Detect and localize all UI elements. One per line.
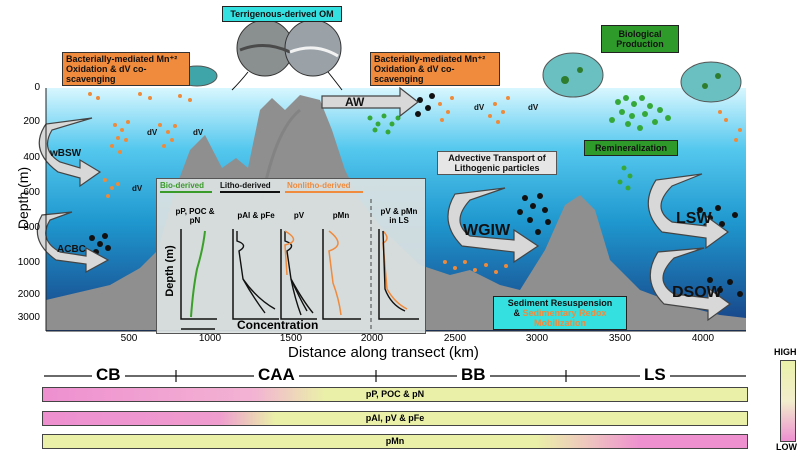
panel-label: pMn xyxy=(332,211,350,220)
bar-pal-pv-pfe: pAl, pV & pFe xyxy=(42,411,748,426)
orange-particles xyxy=(88,92,742,274)
dv-label: dV xyxy=(132,184,143,193)
y-tick: 200 xyxy=(23,116,40,127)
dv-label: dV xyxy=(528,103,539,112)
x-tick: 500 xyxy=(120,333,138,344)
photo-circles xyxy=(236,19,342,77)
x-tick: 2500 xyxy=(443,333,467,344)
y-tick: 600 xyxy=(23,187,40,198)
y-tick: 400 xyxy=(23,152,40,163)
panel-label: pV xyxy=(293,211,305,220)
y-tick: 3000 xyxy=(17,312,40,323)
legend-low: LOW xyxy=(776,442,797,452)
litho-derived-label: Litho-derived xyxy=(220,181,271,190)
y-tick: 2000 xyxy=(17,289,40,300)
x-tick: 1500 xyxy=(279,333,303,344)
sediment-amp: & xyxy=(513,308,520,318)
lsw-arrow xyxy=(647,173,730,250)
dv-label: dV xyxy=(474,103,485,112)
dsow-label: DSOW xyxy=(672,284,722,301)
x-tick: 3000 xyxy=(525,333,549,344)
legend-high: HIGH xyxy=(774,347,797,357)
wgiw-label: WGIW xyxy=(463,222,511,239)
wbsw-label: wBSW xyxy=(50,148,82,159)
region-label: LS xyxy=(640,365,670,385)
advective-label: Advective Transport of Lithogenic partic… xyxy=(437,151,557,175)
bacterial-label-left: Bacterially-mediated Mn⁺² Oxidation & dV… xyxy=(62,52,190,86)
black-particles xyxy=(89,93,743,297)
bacterial-label-right: Bacterially-mediated Mn⁺² Oxidation & dV… xyxy=(370,52,500,86)
region-label: CB xyxy=(92,365,125,385)
bar-pp-poc-pn: pP, POC & pN xyxy=(42,387,748,402)
lsw-label: LSW xyxy=(676,210,712,227)
aw-arrow xyxy=(321,86,419,118)
y-tick: 1000 xyxy=(17,257,40,268)
inset-x-label: Concentration xyxy=(237,318,319,332)
x-tick: 1000 xyxy=(198,333,222,344)
bio-production-label: Biological Production xyxy=(601,25,679,53)
green-particles xyxy=(367,95,671,191)
y-tick: 800 xyxy=(23,222,40,233)
region-label: CAA xyxy=(254,365,299,385)
wgiw-arrow xyxy=(447,187,540,264)
curved-arrows xyxy=(36,86,732,322)
x-axis-label: Distance along transect (km) xyxy=(288,344,479,361)
x-tick: 4000 xyxy=(691,333,715,344)
bio-derived-label: Bio-derived xyxy=(160,181,205,190)
sediment-line1: Sediment Resuspension xyxy=(507,298,613,308)
bio-circles xyxy=(176,52,742,103)
remineralization-label: Remineralization xyxy=(584,140,678,156)
region-label: BB xyxy=(457,365,490,385)
sediment-line2: Sedimentary Redox Mobilization xyxy=(522,308,607,328)
panel-label: pP, POC & pN xyxy=(175,207,215,225)
legend-colorbar xyxy=(780,360,796,442)
region-axis xyxy=(44,370,746,382)
nonlitho-derived-label: Nonlitho-derived xyxy=(287,181,351,190)
profile-inset: Bio-derived Litho-derived Nonlitho-deriv… xyxy=(156,178,426,334)
x-tick: 2000 xyxy=(360,333,384,344)
terrigenous-label: Terrigenous-derived OM xyxy=(222,6,342,22)
dv-label: dV xyxy=(193,128,204,137)
bar-pmn: pMn xyxy=(42,434,748,449)
acbc-label: ACBC xyxy=(57,244,86,255)
dv-label: dV xyxy=(147,128,158,137)
panel-label: pV & pMn in LS xyxy=(380,207,418,225)
sediment-label: Sediment Resuspension & Sedimentary Redo… xyxy=(493,296,627,330)
aw-label: AW xyxy=(345,95,365,109)
panel-label: pAl & pFe xyxy=(237,211,275,220)
dsow-arrow xyxy=(649,247,732,322)
wbsw-arrow xyxy=(38,117,102,188)
inset-y-label: Depth (m) xyxy=(164,245,176,297)
x-tick: 3500 xyxy=(608,333,632,344)
y-tick: 0 xyxy=(34,82,40,93)
